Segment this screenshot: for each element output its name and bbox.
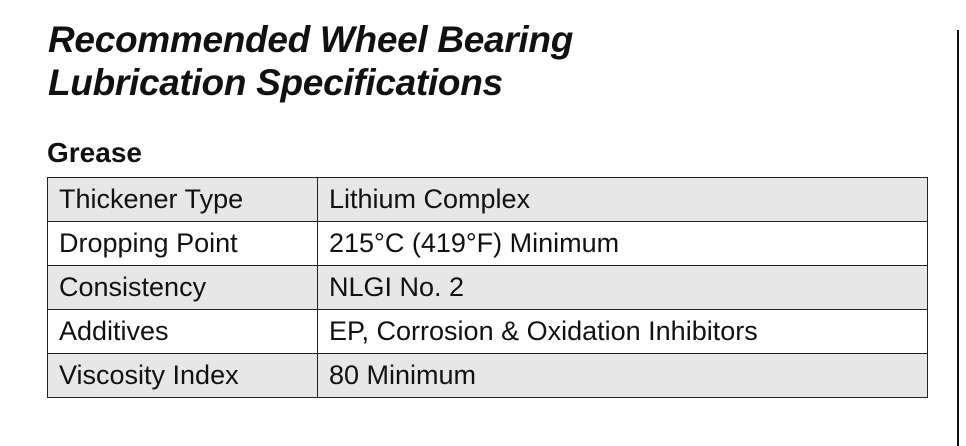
spec-value: NLGI No. 2: [317, 265, 928, 310]
title-line: Lubrication Specifications: [48, 62, 503, 103]
table-row: Viscosity Index 80 Minimum: [47, 353, 928, 398]
title-line: Recommended Wheel Bearing: [48, 19, 574, 60]
spec-value: 80 Minimum: [317, 353, 928, 398]
table-row: Dropping Point 215°C (419°F) Minimum: [47, 221, 928, 266]
spec-name: Consistency: [47, 265, 318, 310]
spec-name: Thickener Type: [47, 177, 318, 222]
spec-name: Dropping Point: [47, 221, 318, 266]
title: Recommended Wheel Bearing Lubrication Sp…: [48, 18, 573, 104]
spec-value: Lithium Complex: [317, 177, 928, 222]
spec-name: Viscosity Index: [47, 353, 318, 398]
page-rule: [957, 30, 959, 446]
spec-value: 215°C (419°F) Minimum: [317, 221, 928, 266]
spec-value: EP, Corrosion & Oxidation Inhibitors: [317, 309, 928, 354]
table-row: Thickener Type Lithium Complex: [47, 177, 928, 222]
section-heading: Grease: [47, 137, 142, 168]
spec-table: Thickener Type Lithium Complex Dropping Po…: [47, 177, 928, 398]
table-row: Additives EP, Corrosion & Oxidation Inhib…: [47, 309, 928, 354]
table-row: Consistency NLGI No. 2: [47, 265, 928, 310]
spec-name: Additives: [47, 309, 318, 354]
